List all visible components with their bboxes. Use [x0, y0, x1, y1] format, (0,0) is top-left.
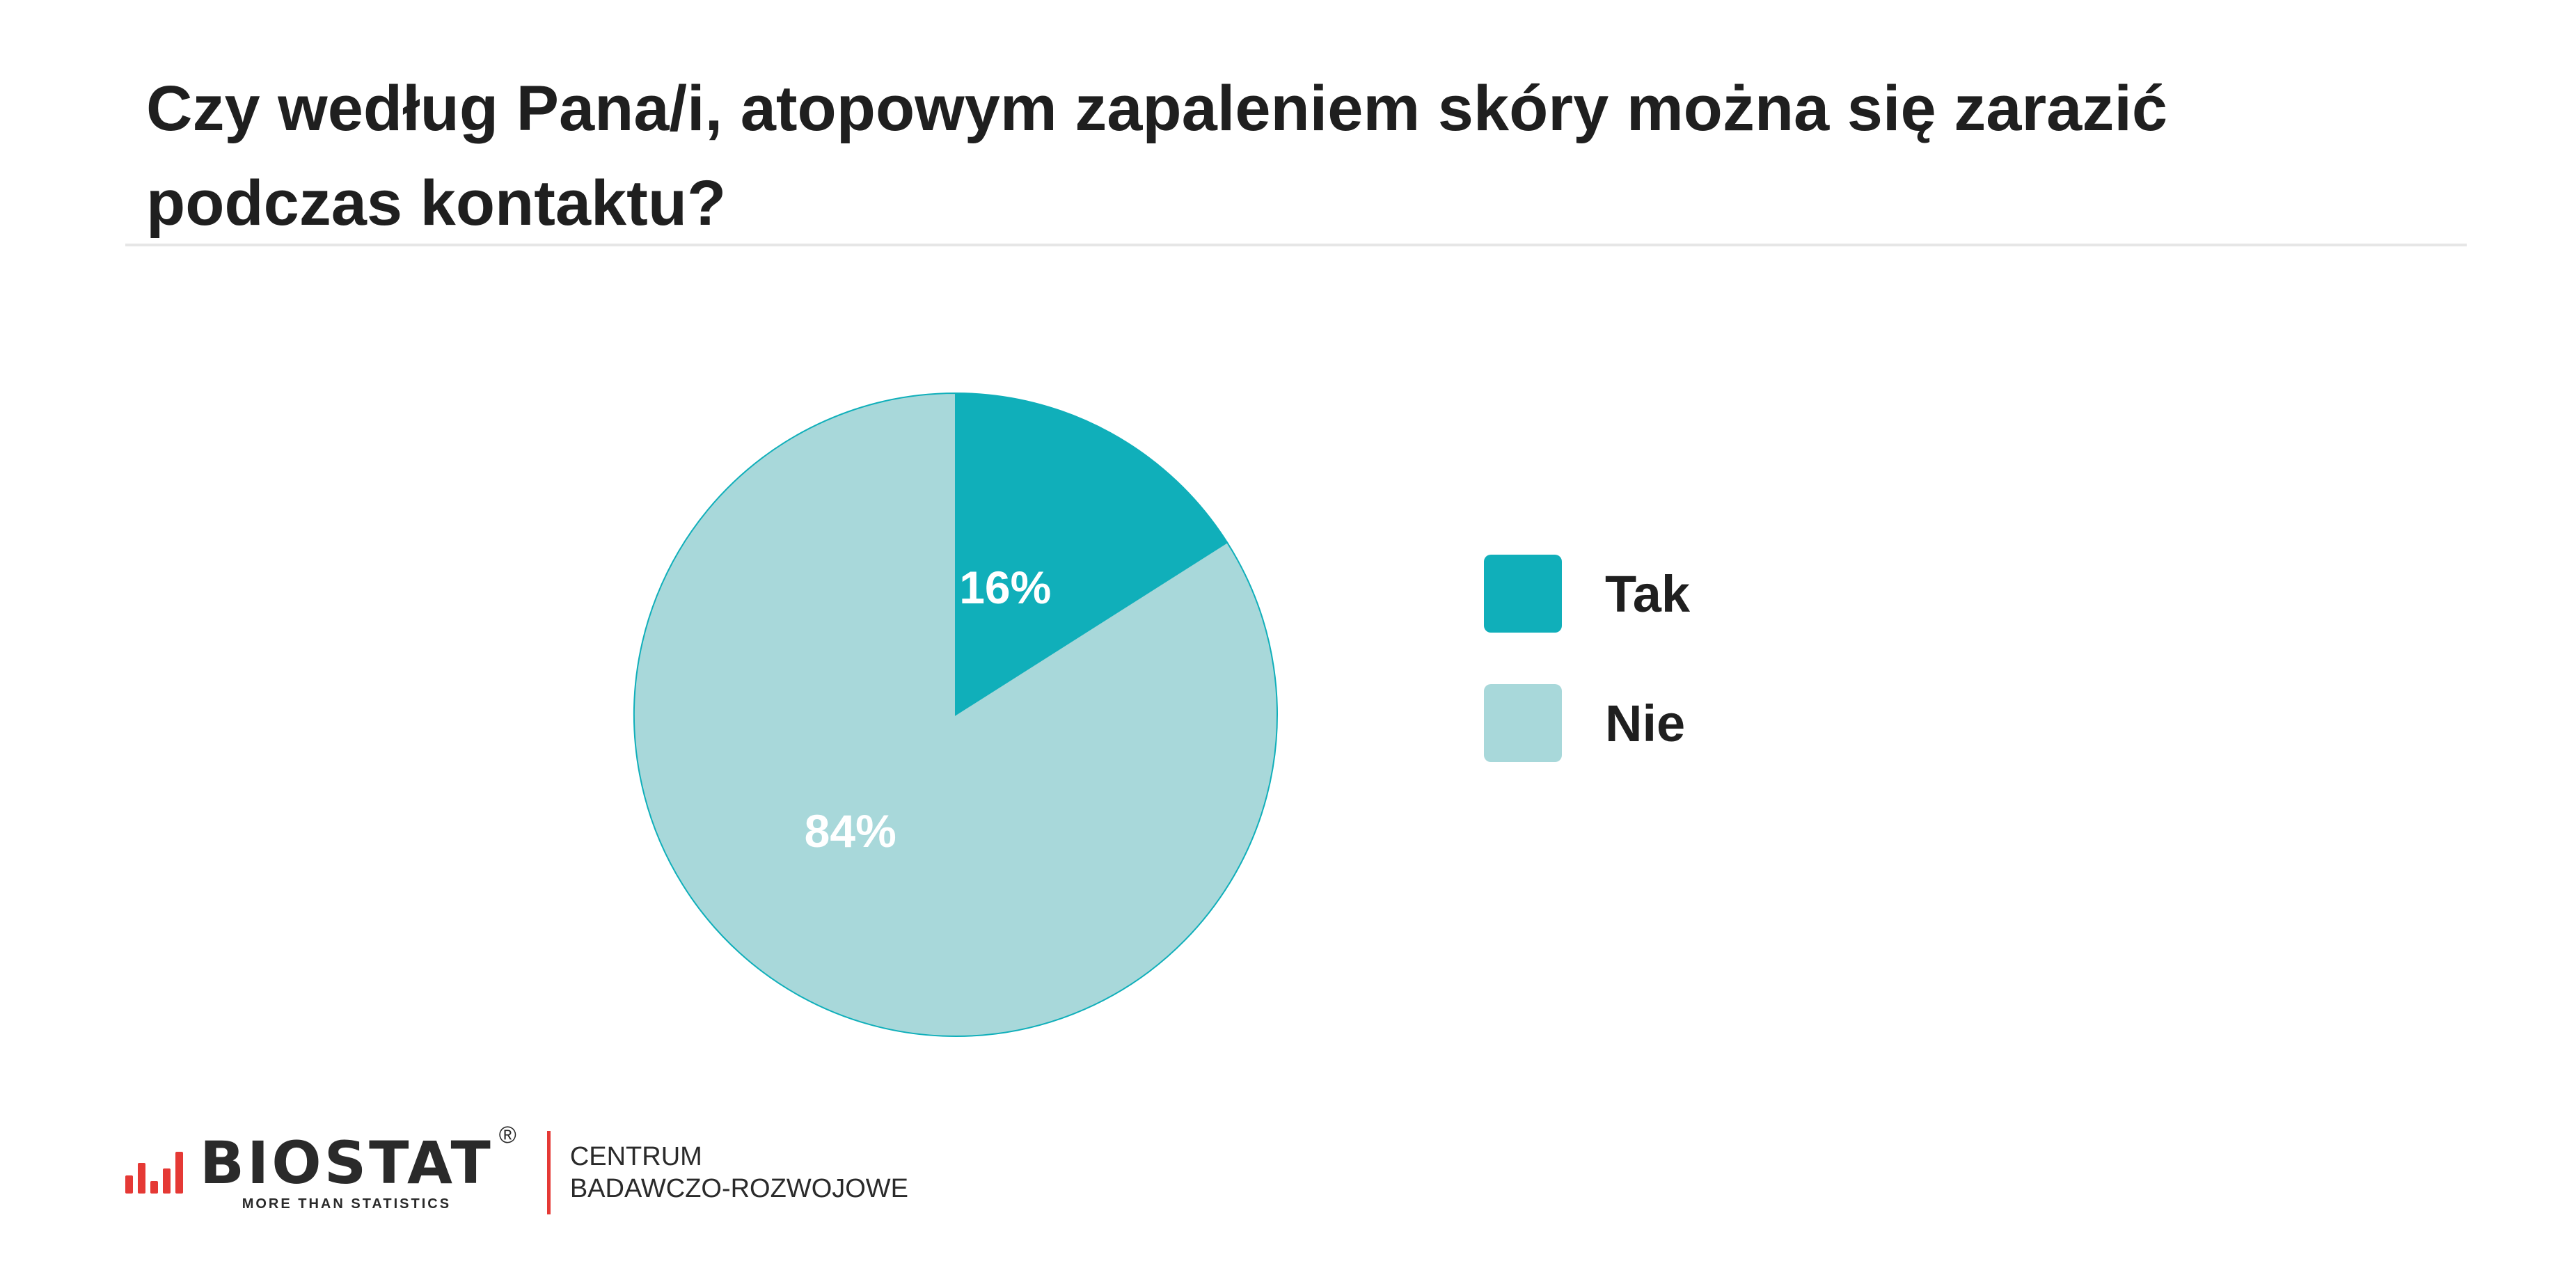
legend-swatch-nie — [1484, 684, 1562, 762]
brand: BIOSTAT MORE THAN STATISTICS — [200, 1134, 493, 1212]
center-line-1: CENTRUM — [569, 1142, 702, 1171]
pie-slice-tak — [955, 392, 1228, 716]
pie-label-tak: 16% — [959, 562, 1051, 613]
footer-logo: BIOSTAT MORE THAN STATISTICS ® CENTRUM B… — [125, 1122, 908, 1218]
brand-tagline: MORE THAN STATISTICS — [242, 1196, 452, 1212]
logo-bars-icon — [125, 1152, 183, 1194]
footer-separator — [546, 1131, 551, 1214]
pie-slice-nie — [633, 392, 1278, 1037]
center-line-2: BADAWCZO-ROZWOJOWE — [569, 1174, 909, 1203]
title-divider — [125, 244, 2467, 246]
chart-title: Czy według Pana/i, atopowym zapaleniem s… — [146, 73, 2168, 239]
legend-label-tak: Tak — [1605, 564, 1691, 623]
legend-label-nie: Nie — [1605, 694, 1686, 752]
registered-mark: ® — [498, 1122, 516, 1148]
pie-label-nie: 84% — [805, 805, 896, 857]
legend-item-tak: Tak — [1484, 555, 1690, 633]
legend-item-nie: Nie — [1484, 684, 1685, 762]
brand-name: BIOSTAT — [200, 1128, 493, 1197]
legend-swatch-tak — [1484, 555, 1562, 633]
center-name: CENTRUM BADAWCZO-ROZWOJOWE — [570, 1141, 908, 1205]
